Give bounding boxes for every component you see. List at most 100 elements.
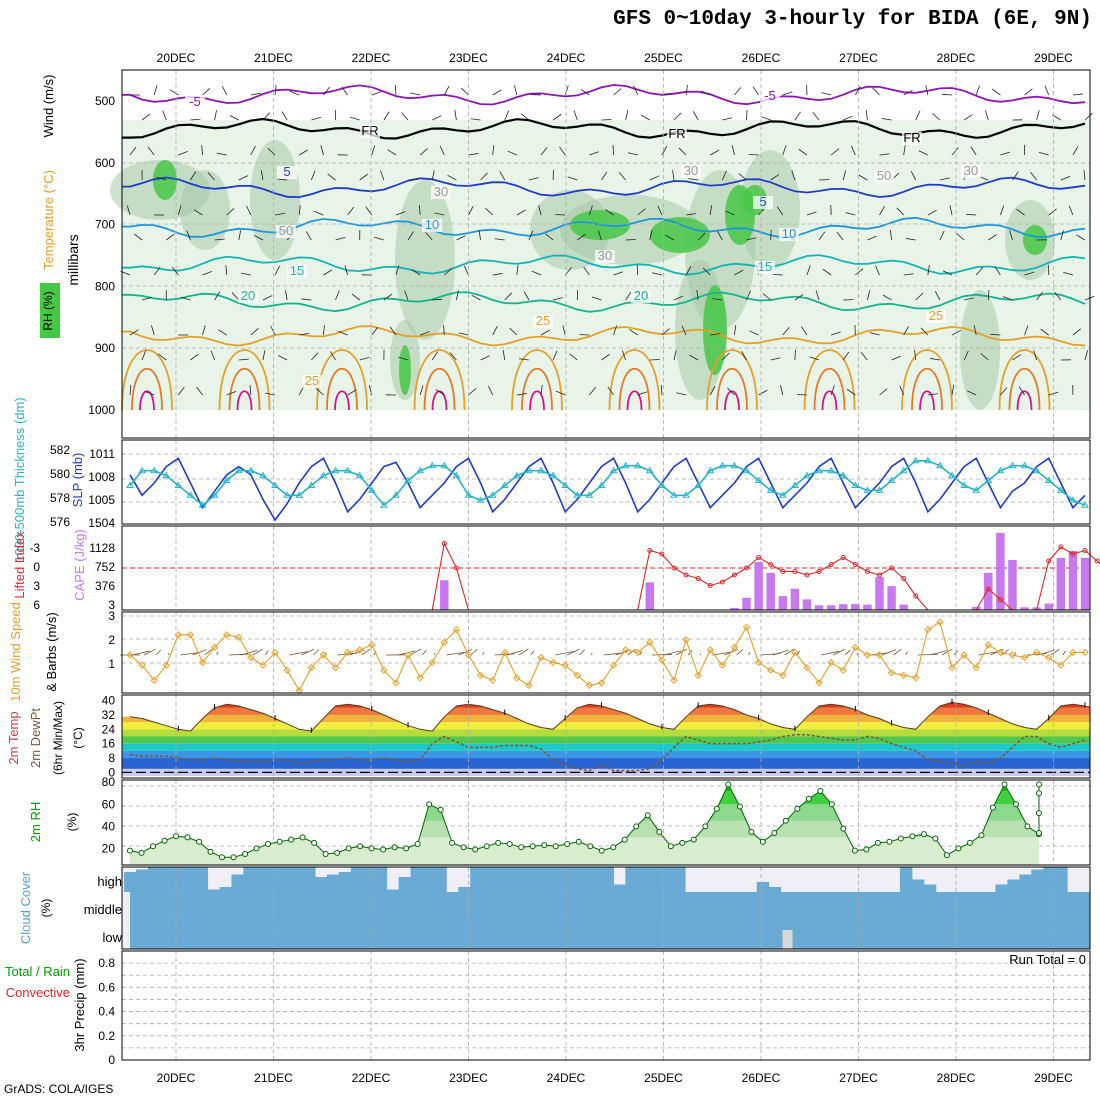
- thickness-marker: [875, 486, 884, 493]
- contour-label: 30: [684, 163, 698, 178]
- isotherm--5: [122, 84, 1086, 106]
- thickness-tick: 576: [50, 515, 70, 529]
- wind-barb: [700, 90, 711, 96]
- cloud-high-bar: [899, 867, 913, 892]
- wind-barb: [132, 650, 150, 656]
- rh-band: [130, 804, 1039, 821]
- rh-marker: [1035, 810, 1042, 817]
- cloud-high-bar: [553, 867, 567, 892]
- wind-barb: [672, 170, 675, 181]
- lifted-index-marker: [828, 562, 834, 567]
- footer-credit: GrADS: COLA/IGES: [4, 1082, 114, 1096]
- wind-barb: [350, 116, 360, 121]
- precip-tick: 0: [108, 1053, 115, 1067]
- wind-barb: [652, 272, 662, 276]
- wind-barb: [411, 269, 421, 276]
- wind-barb: [889, 230, 892, 241]
- wind-barb: [238, 358, 249, 361]
- isotherm-30-loop: [911, 367, 943, 411]
- wind-barb: [226, 208, 235, 216]
- lifted-index-marker: [1046, 558, 1052, 564]
- wind-barb: [545, 233, 554, 241]
- rh-marker: [1035, 781, 1042, 788]
- temp-band: [122, 743, 1090, 751]
- wind-speed-marker: [779, 671, 787, 680]
- thickness-marker: [573, 491, 582, 498]
- wind-barb: [310, 170, 316, 181]
- wind-barb: [443, 324, 445, 336]
- wind-barb: [313, 649, 320, 656]
- contour-label: 10: [782, 226, 796, 241]
- wind-barb: [298, 205, 301, 216]
- wind-barb: [371, 91, 382, 96]
- lifted-index-marker: [901, 576, 907, 581]
- wind-barb: [218, 329, 227, 336]
- thickness-marker: [1032, 466, 1041, 474]
- isotherm-25-loop: [901, 349, 953, 411]
- cloud-tick: high: [97, 874, 122, 889]
- wind-barb: [929, 358, 940, 361]
- isotherm-25-loop: [218, 349, 271, 411]
- rh-marker: [173, 833, 180, 840]
- cloud-high-bar: [183, 867, 197, 892]
- wind-barb: [625, 110, 629, 121]
- isotherm-35-loop: [236, 390, 253, 411]
- wind-barb: [530, 650, 535, 656]
- wind-barb: [942, 270, 953, 276]
- wind-barb: [633, 85, 639, 96]
- wind-barb: [649, 359, 660, 361]
- date-label-bottom: 21DEC: [254, 1071, 293, 1085]
- lifted-index-marker: [744, 565, 750, 571]
- wind-barb: [323, 269, 333, 276]
- wind-barb: [301, 648, 315, 656]
- thickness-marker: [839, 471, 848, 479]
- wind-barb: [299, 149, 309, 156]
- thickness-marker: [500, 481, 509, 488]
- wind-barb: [158, 353, 167, 361]
- date-label-top: 24DEC: [547, 51, 586, 65]
- wind-speed-marker: [210, 643, 219, 652]
- thickness-marker: [476, 496, 485, 503]
- wind-speed-marker: [343, 648, 352, 657]
- slp-axis-label: SLP (mb): [70, 453, 85, 508]
- wind-barb: [443, 85, 450, 96]
- wind-speed-marker: [380, 666, 388, 674]
- wind-barb: [815, 290, 820, 301]
- wind-barb: [155, 649, 162, 656]
- wind-barb: [712, 298, 723, 301]
- cape-bar: [814, 605, 824, 610]
- thickness-marker: [827, 466, 836, 474]
- wind-barb: [494, 238, 505, 241]
- wind-barb: [141, 113, 151, 121]
- wind-barb: [172, 266, 179, 276]
- wind-barb: [782, 91, 793, 96]
- isotherm-35-loop: [431, 390, 448, 411]
- thickness-marker: [778, 491, 787, 498]
- cloud-high-bar: [159, 867, 173, 892]
- thickness-axis-label: 1000-500mb Thickness (dm): [12, 397, 27, 562]
- contour-label-bg: [533, 315, 553, 328]
- wind-barb: [678, 147, 687, 156]
- wind-barb: [250, 145, 256, 156]
- wind-barb: [478, 230, 481, 241]
- rh-marker: [472, 846, 479, 853]
- thickness-marker: [138, 466, 146, 474]
- wind-speed-marker: [948, 663, 956, 672]
- isotherm-30-loop: [618, 367, 651, 411]
- contour-label: -5: [764, 88, 776, 103]
- wind-barb: [637, 208, 646, 216]
- wind-barb: [196, 386, 203, 396]
- wind-barb: [722, 117, 733, 121]
- date-label-bottom: 27DEC: [839, 1071, 878, 1085]
- wind-barb: [580, 89, 590, 96]
- date-label-top: 23DEC: [449, 51, 488, 65]
- wind-speed-marker: [488, 676, 497, 685]
- wind-barb: [387, 149, 397, 156]
- wind-barb: [1084, 112, 1093, 121]
- cloud-high-bar: [362, 867, 376, 892]
- wind-barb: [186, 230, 191, 241]
- wind-barb: [665, 234, 675, 241]
- wind-speed-marker: [730, 643, 739, 652]
- wind-barb: [1012, 171, 1019, 181]
- rh-marker: [437, 806, 444, 813]
